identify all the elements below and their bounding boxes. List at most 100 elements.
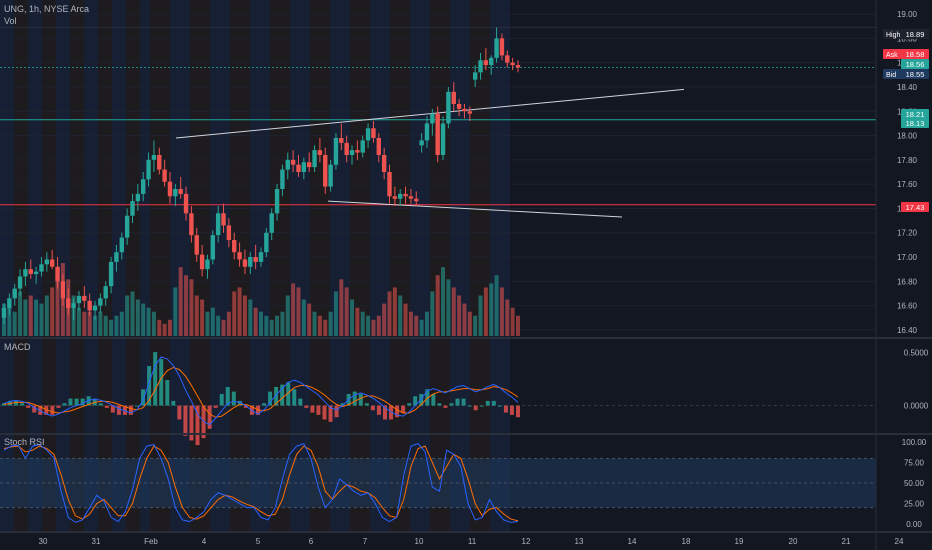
macd-histogram-bar — [304, 405, 309, 408]
macd-histogram-bar — [135, 405, 140, 407]
time-tick-label: 7 — [363, 537, 368, 546]
candle-body — [146, 159, 151, 180]
candle-body — [301, 162, 307, 172]
candle-body — [489, 57, 494, 66]
candle-body — [456, 103, 462, 109]
candle-body — [253, 257, 258, 262]
candle-body — [430, 113, 435, 124]
price-label-box — [901, 202, 929, 212]
time-axis[interactable]: 30 31 Feb 4 5 6 7 10 11 12 13 14 18 19 20 21 24 — [39, 537, 904, 546]
macd-histogram-bar — [128, 405, 133, 415]
volume-bar — [489, 283, 494, 336]
volume-bar — [275, 315, 280, 336]
candle-body — [167, 181, 173, 197]
price-label-box — [883, 29, 929, 39]
stoch-axis: 100.00 75.00 50.00 25.00 0.00 — [902, 438, 927, 529]
macd-signal-line — [3, 366, 519, 418]
macd-histogram-bar — [322, 405, 327, 420]
volume-bar — [39, 303, 44, 336]
candle-body — [376, 137, 381, 155]
price-label-value: 18.21 — [906, 110, 925, 119]
price-label-tag: Ask — [886, 52, 898, 59]
macd-histogram-bar — [219, 393, 224, 406]
macd-histogram-bar — [503, 405, 508, 413]
volume-bar — [146, 307, 151, 336]
volume-bar — [125, 295, 130, 336]
volume-bar — [184, 275, 189, 336]
candle-body — [483, 60, 489, 66]
volume-bar — [366, 315, 371, 336]
candle-body — [323, 154, 328, 187]
price-axis[interactable]: 19.0018.8018.6018.4018.2018.0017.8017.60… — [883, 10, 929, 335]
volume-bar — [28, 295, 33, 336]
candle-body — [226, 225, 232, 241]
session-band — [150, 0, 170, 532]
macd-histogram-bar — [243, 405, 248, 408]
price-label-box — [883, 49, 929, 59]
macd-histogram-bar — [213, 405, 218, 408]
candle-body — [210, 235, 216, 260]
session-band — [470, 0, 490, 532]
candle-body — [28, 269, 33, 275]
candle-body — [274, 189, 280, 214]
session-band — [270, 0, 290, 532]
candle-body — [92, 305, 98, 311]
candle-body — [515, 65, 521, 68]
volume-bar — [408, 311, 413, 336]
macd-histogram-bar — [38, 405, 43, 415]
volume-bar — [189, 279, 194, 336]
macd-histogram-bar — [389, 405, 394, 420]
candle-body — [290, 159, 296, 165]
candle-body — [510, 62, 515, 66]
volume-bar — [494, 275, 499, 336]
candle-body — [205, 259, 210, 270]
candle-body — [424, 123, 430, 141]
trendline — [175, 88, 685, 139]
volume-bar — [478, 295, 483, 336]
price-tick-label: 17.80 — [897, 156, 918, 165]
volume-bar — [473, 315, 478, 336]
macd-histogram-bar — [207, 405, 212, 429]
macd-histogram-bar — [395, 405, 400, 418]
session-band — [70, 0, 84, 532]
candle-body — [419, 140, 424, 146]
volume-bar — [467, 311, 472, 336]
volume-bar — [291, 283, 296, 336]
volume-bar — [419, 319, 424, 336]
macd-histogram-bar — [413, 396, 418, 406]
price-tick-label: 17.60 — [897, 180, 918, 189]
macd-histogram-bar — [237, 400, 242, 406]
macd-histogram-bar — [268, 391, 273, 406]
macd-histogram-bar — [56, 405, 61, 408]
price-tick-label: 17.20 — [897, 229, 918, 238]
macd-histogram-bar — [479, 405, 484, 407]
stoch-tick-label: 0.00 — [906, 520, 922, 529]
volume-bar — [259, 311, 263, 336]
candle-body — [114, 252, 119, 262]
stoch-rsi-title: Stoch RSI — [4, 437, 45, 447]
macd-histogram-bar — [497, 405, 502, 407]
price-label-box — [901, 118, 929, 128]
macd-histogram-bar — [171, 400, 176, 406]
macd-histogram-bar — [340, 403, 345, 406]
session-band — [126, 0, 140, 532]
macd-histogram-bar — [183, 405, 188, 436]
macd-histogram-bar — [62, 403, 67, 406]
time-tick-label: 10 — [415, 537, 424, 546]
candle-body — [381, 154, 387, 172]
macd-histogram-bar — [225, 386, 230, 406]
session-band — [250, 0, 270, 532]
volume-bar — [435, 275, 440, 336]
session-bands — [0, 0, 510, 532]
volume-bar — [50, 287, 55, 336]
candle-body — [141, 179, 146, 194]
macd-histogram-bar — [316, 405, 321, 415]
macd-histogram-bar — [231, 391, 236, 406]
candle-body — [365, 128, 371, 141]
price-tick-label: 18.40 — [897, 83, 918, 92]
volume-bar — [307, 303, 312, 336]
volume-bar — [371, 319, 376, 336]
